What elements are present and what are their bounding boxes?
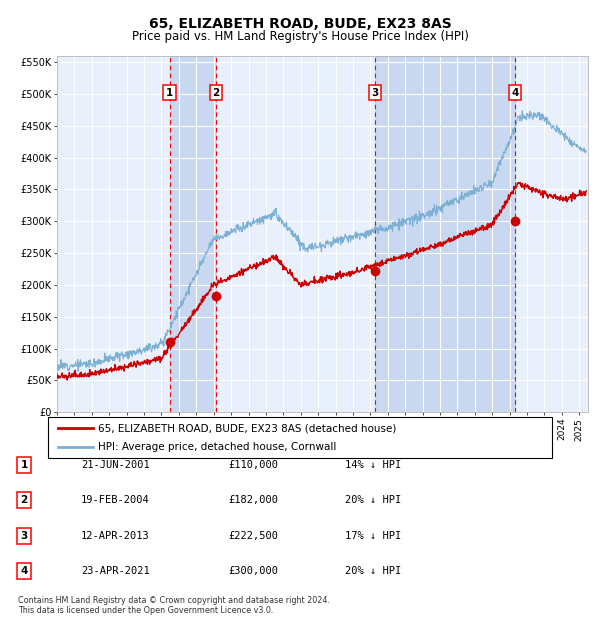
Text: 14% ↓ HPI: 14% ↓ HPI <box>345 460 401 470</box>
Bar <box>375 56 515 412</box>
Text: 20% ↓ HPI: 20% ↓ HPI <box>345 495 401 505</box>
Text: 4: 4 <box>511 87 519 98</box>
Text: 12-APR-2013: 12-APR-2013 <box>81 531 150 541</box>
Text: 3: 3 <box>20 531 28 541</box>
Text: £182,000: £182,000 <box>228 495 278 505</box>
Bar <box>170 56 216 412</box>
Text: 2: 2 <box>20 495 28 505</box>
Text: 23-APR-2021: 23-APR-2021 <box>81 566 150 576</box>
Text: 21-JUN-2001: 21-JUN-2001 <box>81 460 150 470</box>
Text: HPI: Average price, detached house, Cornwall: HPI: Average price, detached house, Corn… <box>98 443 337 453</box>
Text: 4: 4 <box>20 566 28 576</box>
Text: 17% ↓ HPI: 17% ↓ HPI <box>345 531 401 541</box>
Text: 1: 1 <box>20 460 28 470</box>
Text: 3: 3 <box>371 87 379 98</box>
Text: Price paid vs. HM Land Registry's House Price Index (HPI): Price paid vs. HM Land Registry's House … <box>131 30 469 43</box>
Text: 65, ELIZABETH ROAD, BUDE, EX23 8AS: 65, ELIZABETH ROAD, BUDE, EX23 8AS <box>149 17 451 32</box>
Text: £300,000: £300,000 <box>228 566 278 576</box>
Text: 20% ↓ HPI: 20% ↓ HPI <box>345 566 401 576</box>
Text: £222,500: £222,500 <box>228 531 278 541</box>
Text: 1: 1 <box>166 87 173 98</box>
Text: 2: 2 <box>212 87 220 98</box>
Text: £110,000: £110,000 <box>228 460 278 470</box>
Text: 65, ELIZABETH ROAD, BUDE, EX23 8AS (detached house): 65, ELIZABETH ROAD, BUDE, EX23 8AS (deta… <box>98 423 397 433</box>
Text: 19-FEB-2004: 19-FEB-2004 <box>81 495 150 505</box>
Text: Contains HM Land Registry data © Crown copyright and database right 2024.
This d: Contains HM Land Registry data © Crown c… <box>18 596 330 615</box>
